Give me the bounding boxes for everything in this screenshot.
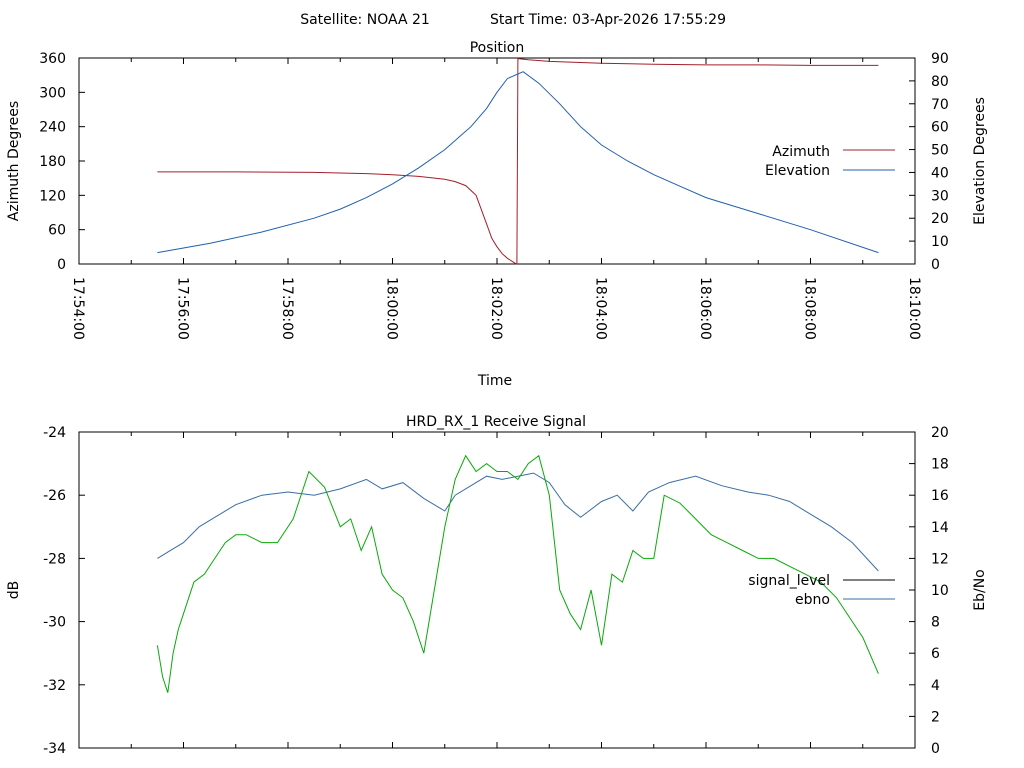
position-x-tick-label: 17:56:00 (175, 277, 191, 340)
position-y2-axis-label: Elevation Degrees (972, 97, 988, 225)
position-y2-tick-label: 90 (931, 51, 949, 67)
position-y-tick-label: 60 (48, 223, 66, 239)
position-x-axis-label: Time (477, 373, 512, 389)
position-y2-tick-label: 50 (931, 143, 949, 159)
position-y-tick-label: 120 (39, 188, 66, 204)
signal-y2-tick-label: 8 (931, 615, 940, 631)
signal-y2-tick-label: 10 (931, 583, 949, 599)
signal-level-series-line (157, 472, 879, 572)
signal-y-tick-label: -34 (43, 741, 66, 757)
signal-chart-title: HRD_RX_1 Receive Signal (406, 414, 586, 430)
signal-y-tick-label: -24 (43, 425, 66, 441)
signal-y-axis-label: dB (6, 581, 22, 600)
position-y2-ticks: 0 10 20 30 40 50 60 70 80 90 (909, 51, 949, 273)
signal-x-ticks (78, 432, 916, 748)
signal-y-tick-label: -26 (43, 488, 66, 504)
position-y2-tick-label: 10 (931, 234, 949, 250)
signal-y2-tick-label: 6 (931, 646, 940, 662)
position-chart-title: Position (470, 40, 525, 56)
signal-y2-tick-label: 16 (931, 488, 949, 504)
position-x-ticks: 17:54:00 17:56:00 17:58:00 18:00:00 18:02:00… (70, 58, 922, 340)
position-y2-tick-label: 0 (931, 257, 940, 273)
position-x-tick-label: 18:08:00 (802, 277, 818, 340)
position-y-ticks: 0 60 120 180 240 300 360 (39, 51, 85, 273)
signal-plot-frame (78, 431, 916, 749)
signal-series (156, 454, 879, 693)
start-time-label: Start Time: 03-Apr-2026 17:55:29 (490, 12, 726, 28)
signal-y-tick-label: -30 (43, 615, 66, 631)
signal-y2-ticks: 0 2 4 6 8 10 12 14 16 18 20 (909, 425, 949, 757)
signal-y2-axis-label: Eb/No (972, 569, 988, 611)
signal-y2-tick-label: 20 (931, 425, 949, 441)
position-y2-tick-label: 80 (931, 74, 949, 90)
signal-y2-tick-label: 0 (931, 741, 940, 757)
position-x-tick-label: 18:00:00 (384, 277, 400, 340)
signal-y-tick-label: -32 (43, 678, 66, 694)
position-x-tick-label: 18:04:00 (593, 277, 609, 340)
position-y-tick-label: 0 (57, 257, 66, 273)
signal-y-tick-label: -28 (43, 551, 66, 567)
position-y2-tick-label: 40 (931, 165, 949, 181)
elevation-series-line (157, 71, 879, 254)
position-x-tick-label: 18:06:00 (697, 277, 713, 340)
position-x-tick-label: 17:54:00 (70, 277, 86, 340)
position-y-tick-label: 180 (39, 154, 66, 170)
position-y2-tick-label: 60 (931, 120, 949, 136)
position-y-tick-label: 240 (39, 120, 66, 136)
position-x-tick-label: 18:10:00 (906, 277, 922, 340)
signal-y2-tick-label: 14 (931, 520, 949, 536)
position-plot-frame (78, 57, 916, 265)
ebno-series-line (156, 454, 879, 693)
legend-ebno-label: ebno (795, 592, 830, 608)
position-y2-tick-label: 30 (931, 188, 949, 204)
signal-y2-tick-label: 2 (931, 709, 940, 725)
legend-signal-level-label: signal_level (748, 573, 830, 589)
position-y2-tick-label: 70 (931, 97, 949, 113)
legend-elevation-label: Elevation (765, 163, 830, 179)
position-y-tick-label: 300 (39, 85, 66, 101)
signal-y-ticks: -34 -32 -30 -28 -26 -24 (43, 425, 85, 757)
position-x-tick-label: 18:02:00 (488, 277, 504, 340)
position-y-tick-label: 360 (39, 51, 66, 67)
position-y2-tick-label: 20 (931, 211, 949, 227)
legend-azimuth-label: Azimuth (772, 144, 830, 160)
azimuth-series-line (157, 58, 879, 265)
satellite-label: Satellite: NOAA 21 (300, 12, 430, 28)
position-y-axis-label: Azimuth Degrees (6, 101, 22, 221)
position-series (157, 58, 879, 265)
position-x-tick-label: 17:58:00 (279, 277, 295, 340)
signal-y2-tick-label: 18 (931, 457, 949, 473)
signal-y2-tick-label: 12 (931, 551, 949, 567)
signal-y2-tick-label: 4 (931, 678, 940, 694)
